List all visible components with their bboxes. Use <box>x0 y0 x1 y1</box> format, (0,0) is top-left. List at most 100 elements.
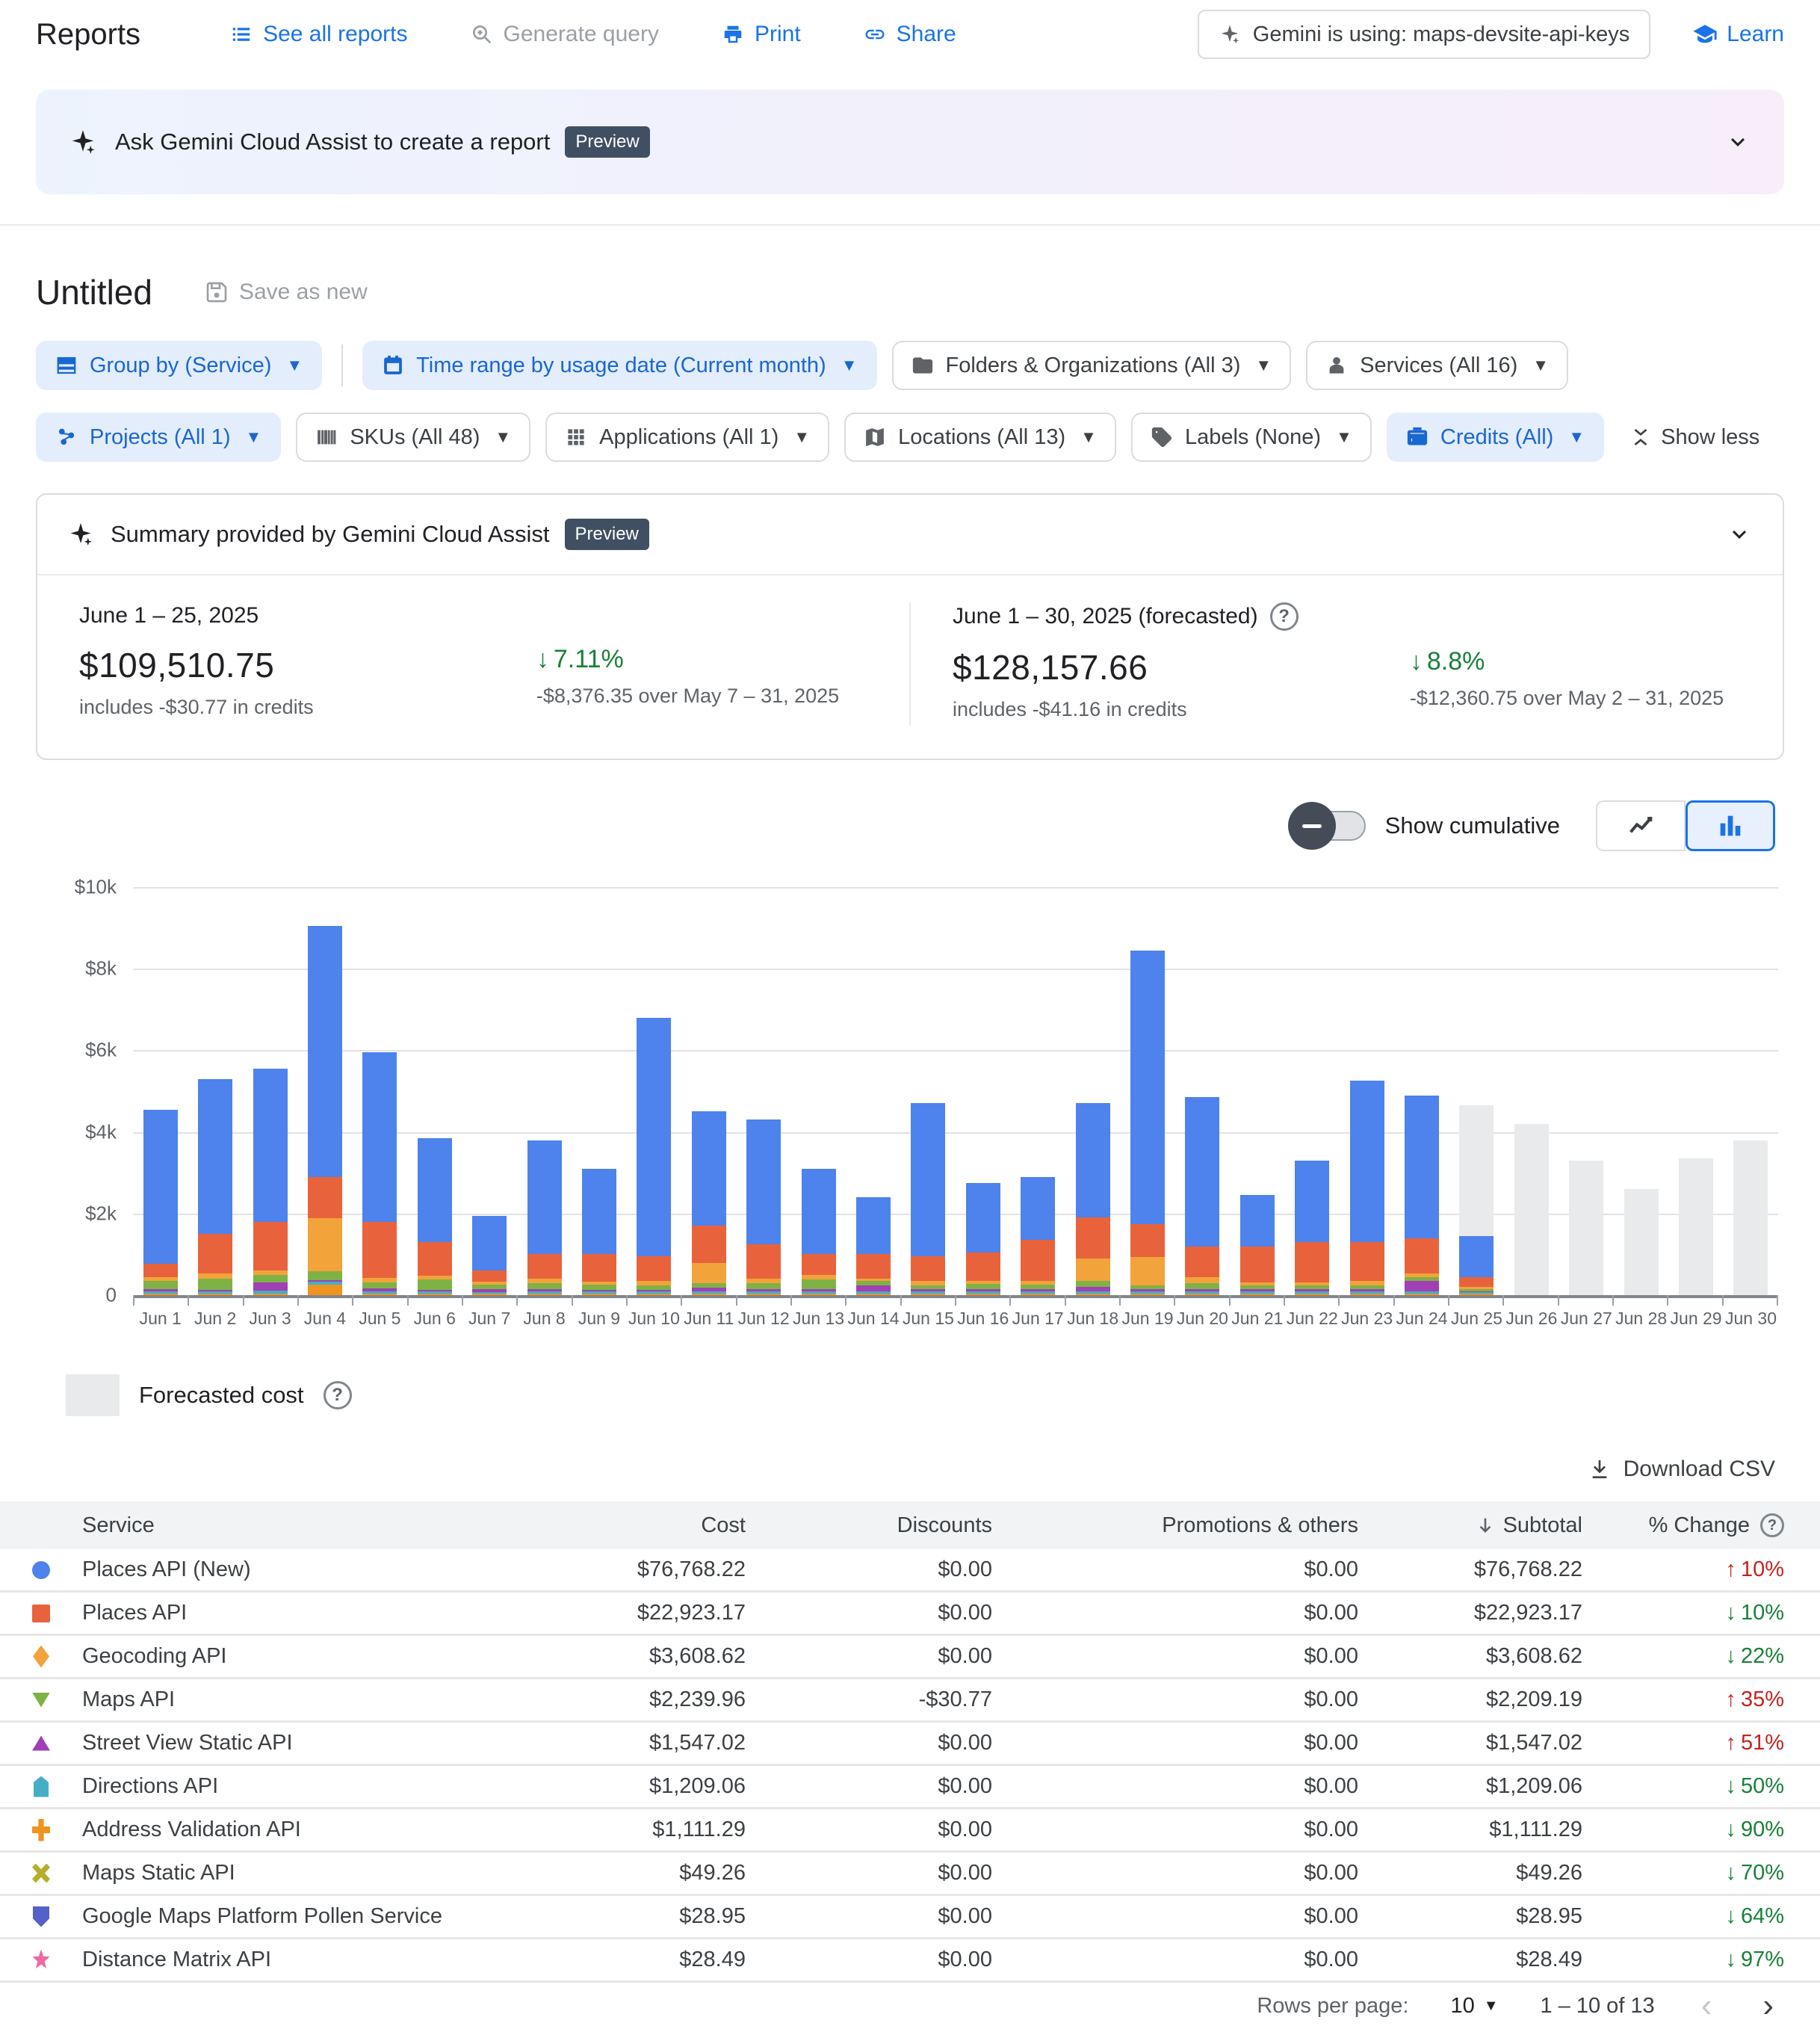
bar-slot-jun-19[interactable] <box>1120 887 1174 1295</box>
bar-slot-jun-26[interactable] <box>1504 887 1559 1295</box>
bar-slot-jun-30[interactable] <box>1724 887 1778 1295</box>
line-chart-button[interactable] <box>1596 800 1686 851</box>
bar-slot-jun-7[interactable] <box>462 887 516 1295</box>
bar-slot-jun-4[interactable] <box>297 887 352 1295</box>
percent-change: ↓ 97% <box>1725 1948 1784 1971</box>
gemini-banner[interactable]: Ask Gemini Cloud Assist to create a repo… <box>36 90 1784 194</box>
filter-chip-services-all-16[interactable]: Services (All 16) ▼ <box>1306 341 1569 390</box>
bar-slot-jun-2[interactable] <box>188 887 242 1295</box>
see-all-reports-button[interactable]: See all reports <box>230 22 408 47</box>
table-row-maps-api[interactable]: Maps API $2,239.96 -$30.77 $0.00 $2,209.19 ↑ 3… <box>0 1679 1820 1723</box>
bar-segment-geocoding-api <box>581 1282 616 1285</box>
projects-icon <box>55 426 78 448</box>
generate-query-button[interactable]: Generate query <box>471 22 659 47</box>
bar-segment-maps-api <box>1021 1284 1056 1290</box>
col-change[interactable]: % Change ? <box>1582 1513 1784 1538</box>
bar-slot-jun-17[interactable] <box>1011 887 1065 1295</box>
table-row-google-maps-platform-pollen-service[interactable]: Google Maps Platform Pollen Service $28.9… <box>0 1896 1820 1939</box>
service-name: Address Validation API <box>82 1818 301 1841</box>
bar-segment-address-validation-api <box>417 1293 452 1295</box>
bar-slot-jun-18[interactable] <box>1065 887 1120 1295</box>
filter-chip-credits-all[interactable]: Credits (All) ▼ <box>1386 413 1605 462</box>
bar-segment-places-api-new <box>637 1017 672 1257</box>
bar-slot-jun-20[interactable] <box>1175 887 1230 1295</box>
prev-page-button[interactable]: ‹ <box>1700 1987 1712 2024</box>
bar-segment-geocoding-api <box>911 1280 946 1285</box>
share-button[interactable]: Share <box>864 22 956 47</box>
col-cost[interactable]: Cost <box>701 1513 746 1537</box>
bar-slot-jun-9[interactable] <box>572 887 626 1295</box>
bar-slot-jun-1[interactable] <box>133 887 188 1295</box>
bar-slot-jun-22[interactable] <box>1285 887 1340 1295</box>
bar-slot-jun-12[interactable] <box>736 887 790 1295</box>
table-row-address-validation-api[interactable]: Address Validation API $1,111.29 $0.00 $0.0… <box>0 1809 1820 1853</box>
filter-chip-applications-all-1[interactable]: Applications (All 1) ▼ <box>545 413 830 462</box>
service-name: Places API <box>82 1601 188 1625</box>
bar-slot-jun-14[interactable] <box>846 887 900 1295</box>
x-axis-label: Jun 21 <box>1231 1309 1284 1328</box>
show-cumulative-toggle[interactable]: Show cumulative <box>1287 802 1560 850</box>
bar-segment-street-view-static-api <box>1130 1289 1166 1292</box>
bar-slot-jun-6[interactable] <box>407 887 462 1295</box>
print-button[interactable]: Print <box>722 22 801 47</box>
filter-chip-folders-organizations-all-3[interactable]: Folders & Organizations (All 3) ▼ <box>891 341 1292 390</box>
series-marker-icon <box>32 1818 50 1841</box>
bar-segment-street-view-static-api <box>198 1289 233 1291</box>
help-icon[interactable]: ? <box>323 1381 352 1409</box>
banner-section: Ask Gemini Cloud Assist to create a repo… <box>0 69 1820 226</box>
table-row-places-api[interactable]: Places API $22,923.17 $0.00 $0.00 $22,923.17… <box>0 1593 1820 1636</box>
filter-chip-skus-all-48[interactable]: SKUs (All 48) ▼ <box>296 413 531 462</box>
table-row-distance-matrix-api[interactable]: Distance Matrix API $28.49 $0.00 $0.00 $28.4… <box>0 1939 1820 1983</box>
bar-segment-street-view-static-api <box>143 1288 178 1292</box>
chart-plot-area[interactable]: $10k $8k $6k $4k $2k 0 <box>75 876 1778 1306</box>
filter-chip-time-range-by-usage-date-current-month[interactable]: Time range by usage date (Current month)… <box>362 341 877 390</box>
bar-slot-jun-21[interactable] <box>1230 887 1284 1295</box>
bar-slot-jun-15[interactable] <box>901 887 956 1295</box>
filter-chip-labels-none[interactable]: Labels (None) ▼ <box>1130 413 1372 462</box>
gemini-using-chip[interactable]: Gemini is using: maps-devsite-api-keys <box>1197 10 1651 59</box>
bar-slot-jun-3[interactable] <box>243 887 297 1295</box>
bar-segment-address-validation-api <box>253 1293 288 1295</box>
bar-slot-jun-16[interactable] <box>956 887 1010 1295</box>
filter-chip-locations-all-13[interactable]: Locations (All 13) ▼ <box>844 413 1116 462</box>
bar-slot-jun-13[interactable] <box>791 887 846 1295</box>
learn-button[interactable]: Learn <box>1692 22 1784 47</box>
bar-slot-jun-11[interactable] <box>681 887 736 1295</box>
bar-slot-jun-29[interactable] <box>1668 887 1723 1295</box>
bar-slot-jun-25[interactable] <box>1449 887 1504 1295</box>
bar-slot-jun-27[interactable] <box>1559 887 1614 1295</box>
cost-value: $22,923.17 <box>637 1601 746 1625</box>
bar-segment-directions-api <box>472 1291 507 1294</box>
summary-header[interactable]: Summary provided by Gemini Cloud Assist … <box>37 495 1783 574</box>
filter-chip-projects-all-1[interactable]: Projects (All 1) ▼ <box>36 413 282 462</box>
chevron-down-icon[interactable] <box>1726 521 1753 548</box>
save-as-new-button[interactable]: Save as new <box>205 280 368 305</box>
rows-per-page-select[interactable]: 10 ▼ <box>1450 1993 1499 2018</box>
help-icon[interactable]: ? <box>1269 602 1299 631</box>
bar-slot-jun-28[interactable] <box>1614 887 1668 1295</box>
filter-chip-group-by-service[interactable]: Group by (Service) ▼ <box>36 341 323 390</box>
bar-slot-jun-24[interactable] <box>1394 887 1449 1295</box>
caret-down-icon: ▼ <box>841 356 858 374</box>
bar-slot-jun-10[interactable] <box>627 887 681 1295</box>
col-discounts[interactable]: Discounts <box>897 1513 992 1537</box>
bar-segment-geocoding-api <box>691 1262 726 1284</box>
bar-chart-button[interactable] <box>1686 800 1775 851</box>
table-row-geocoding-api[interactable]: Geocoding API $3,608.62 $0.00 $0.00 $3,608.6… <box>0 1636 1820 1679</box>
download-csv-button[interactable]: Download CSV <box>1588 1457 1775 1482</box>
x-axis-label: Jun 9 <box>578 1309 621 1328</box>
show-less-button[interactable]: Show less <box>1629 425 1759 450</box>
col-promotions[interactable]: Promotions & others <box>1162 1513 1358 1537</box>
table-row-places-api-new[interactable]: Places API (New) $76,768.22 $0.00 $0.00 $76,… <box>0 1549 1820 1593</box>
bar-slot-jun-8[interactable] <box>517 887 572 1295</box>
table-row-maps-static-api[interactable]: Maps Static API $49.26 $0.00 $0.00 $49.26 ↓ 70… <box>0 1853 1820 1896</box>
bar-segment-places-api-new <box>911 1103 946 1257</box>
col-service[interactable]: Service <box>82 1513 155 1537</box>
bar-slot-jun-23[interactable] <box>1340 887 1394 1295</box>
table-row-directions-api[interactable]: Directions API $1,209.06 $0.00 $0.00 $1,209.… <box>0 1766 1820 1809</box>
bar-slot-jun-5[interactable] <box>353 887 407 1295</box>
chevron-down-icon[interactable] <box>1724 129 1751 155</box>
table-row-street-view-static-api[interactable]: Street View Static API $1,547.02 $0.00 $0.0… <box>0 1723 1820 1766</box>
next-page-button[interactable]: › <box>1762 1987 1774 2024</box>
col-subtotal[interactable]: Subtotal <box>1358 1513 1582 1538</box>
